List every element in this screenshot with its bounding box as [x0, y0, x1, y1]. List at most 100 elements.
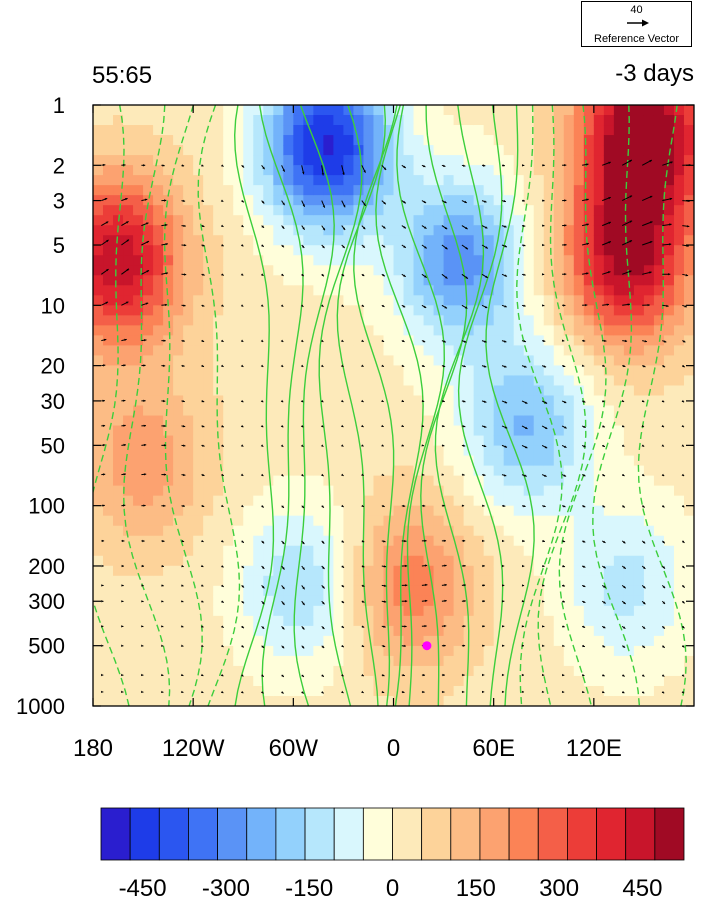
- field-cell: [683, 155, 694, 166]
- field-cell: [413, 145, 425, 156]
- field-cell: [383, 215, 395, 226]
- field-cell: [553, 625, 565, 637]
- field-cell: [513, 425, 525, 437]
- field-cell: [553, 265, 565, 276]
- field-cell: [453, 655, 465, 667]
- field-cell: [513, 325, 525, 336]
- field-cell: [303, 625, 314, 637]
- wind-vector-head: [544, 401, 548, 404]
- field-cell: [243, 215, 254, 226]
- wind-vector-head: [661, 400, 665, 403]
- field-cell: [653, 615, 665, 627]
- field-cell: [513, 535, 525, 547]
- field-cell: [433, 265, 445, 276]
- wind-vector-head: [464, 200, 467, 203]
- field-cell: [593, 255, 605, 266]
- field-cell: [133, 195, 144, 206]
- field-cell: [673, 375, 685, 387]
- field-cell: [193, 595, 204, 607]
- field-cell: [93, 165, 104, 176]
- field-cell: [133, 665, 144, 677]
- field-cell: [593, 145, 605, 156]
- field-cell: [123, 315, 134, 326]
- field-cell: [663, 115, 675, 126]
- field-cell: [613, 495, 625, 507]
- field-cell: [553, 125, 565, 136]
- wind-vector-head: [180, 625, 184, 628]
- field-cell: [273, 595, 284, 607]
- field-cell: [673, 585, 685, 597]
- field-cell: [223, 275, 234, 286]
- field-cell: [453, 275, 465, 286]
- field-cell: [433, 505, 445, 517]
- field-cell: [563, 135, 575, 146]
- field-cell: [293, 155, 304, 166]
- field-cell: [633, 585, 645, 597]
- field-cell: [143, 185, 154, 196]
- field-cell: [253, 625, 264, 637]
- field-cell: [603, 365, 615, 377]
- wind-vector-head: [383, 201, 386, 205]
- field-cell: [503, 485, 515, 497]
- wind-vector-head: [221, 504, 224, 507]
- field-cell: [563, 545, 575, 557]
- field-cell: [383, 385, 395, 397]
- field-cell: [163, 465, 174, 477]
- field-cell: [273, 405, 284, 417]
- field-cell: [423, 515, 435, 527]
- field-cell: [663, 465, 675, 477]
- wind-vector-head: [126, 239, 129, 242]
- field-cell: [443, 335, 455, 346]
- field-cell: [253, 685, 264, 697]
- field-cell: [683, 575, 694, 587]
- field-cell: [433, 245, 445, 256]
- colorbar: -450 -300 -150 0 150 300 450: [100, 807, 685, 898]
- field-cell: [303, 395, 314, 407]
- field-cell: [313, 435, 324, 447]
- wind-vector-head: [663, 340, 667, 343]
- field-cell: [233, 255, 244, 266]
- wind-vector-head: [281, 691, 284, 694]
- field-cell: [293, 695, 304, 706]
- field-cell: [523, 445, 535, 457]
- wind-vector-head: [662, 540, 665, 544]
- field-cell: [413, 325, 425, 336]
- field-cell: [673, 135, 685, 146]
- field-cell: [433, 145, 445, 156]
- field-cell: [563, 165, 575, 176]
- wind-vector-head: [322, 205, 325, 208]
- field-cell: [373, 245, 385, 256]
- wind-vector-head: [280, 399, 284, 403]
- wind-vector-head: [463, 400, 466, 403]
- field-cell: [393, 355, 405, 367]
- field-cell: [263, 115, 274, 126]
- field-cell: [683, 435, 694, 447]
- field-cell: [333, 165, 345, 176]
- field-cell: [373, 445, 385, 457]
- field-cell: [593, 135, 605, 146]
- field-cell: [143, 465, 154, 477]
- field-cell: [523, 125, 535, 136]
- field-cell: [463, 355, 475, 367]
- field-cell: [403, 395, 415, 407]
- field-cell: [283, 225, 294, 236]
- wind-vector-head: [282, 586, 285, 590]
- wind-vector-head: [482, 164, 486, 167]
- field-cell: [303, 585, 314, 597]
- y-tick-label: 10: [41, 293, 65, 318]
- field-cell: [533, 695, 545, 706]
- colorbar-tick-label: 300: [539, 875, 579, 898]
- field-cell: [163, 535, 174, 547]
- field-cell: [483, 235, 495, 246]
- field-cell: [363, 345, 375, 357]
- field-cell: [503, 155, 515, 166]
- field-cell: [143, 255, 154, 266]
- field-cell: [233, 455, 244, 467]
- field-cell: [603, 255, 615, 266]
- field-cell: [143, 435, 154, 447]
- field-cell: [363, 545, 375, 557]
- field-cell: [383, 265, 395, 276]
- wind-vector-head: [341, 273, 345, 277]
- field-cell: [243, 305, 254, 316]
- field-cell: [103, 345, 114, 357]
